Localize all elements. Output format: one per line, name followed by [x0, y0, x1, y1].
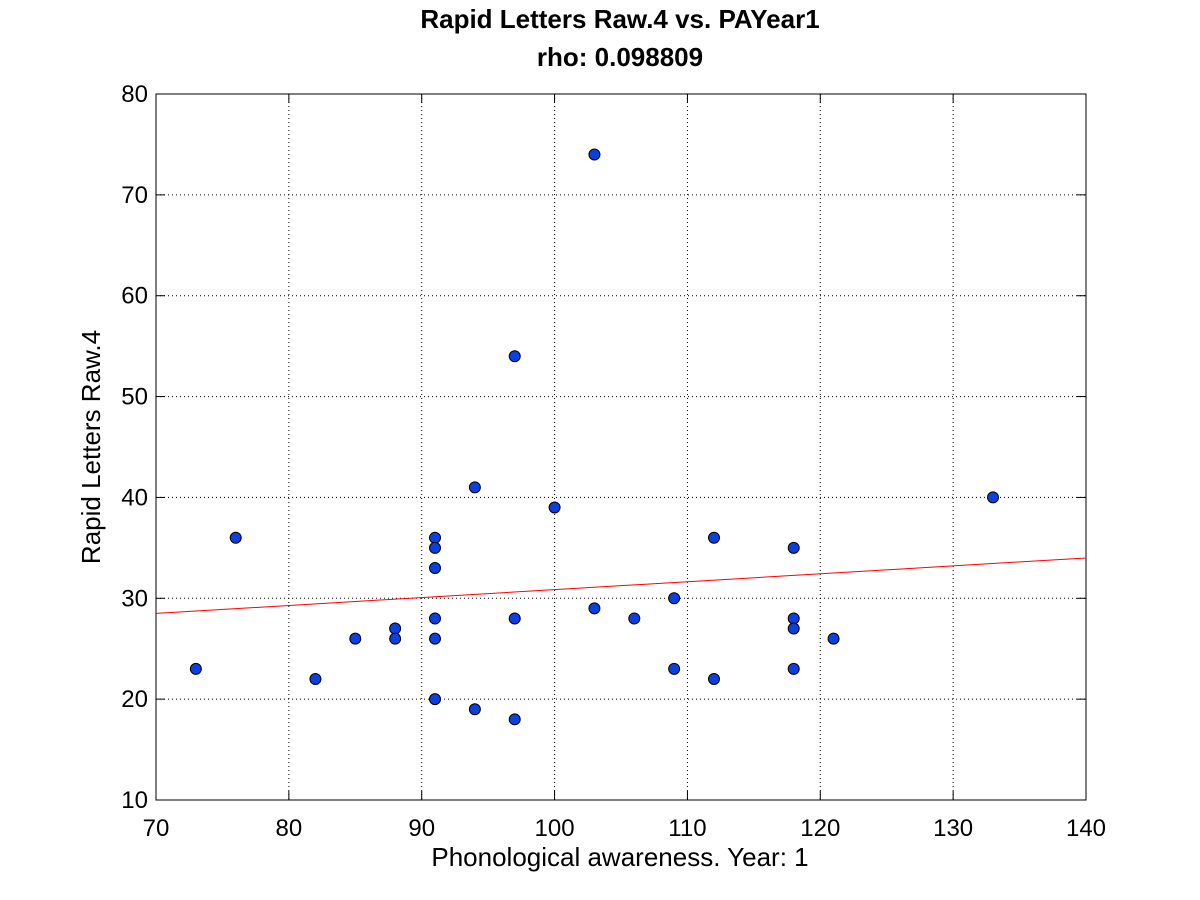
y-tick-label: 80 [121, 81, 148, 108]
y-tick-label: 70 [121, 182, 148, 209]
y-tick-label: 60 [121, 283, 148, 310]
data-point [588, 148, 601, 161]
data-point [389, 622, 402, 635]
fit-line-group [155, 557, 1087, 614]
data-point [508, 612, 521, 625]
y-tick-label: 30 [121, 585, 148, 612]
data-point [429, 632, 441, 645]
x-tick-label: 100 [535, 815, 575, 842]
x-tick-label: 70 [143, 815, 170, 842]
x-tick-label: 120 [800, 815, 840, 842]
data-point [468, 703, 481, 716]
data-point [787, 541, 800, 554]
data-point [787, 662, 800, 675]
data-point [389, 632, 402, 645]
data-point [429, 531, 441, 544]
y-axis-label: Rapid Letters Raw.4 [76, 330, 106, 564]
data-points [189, 148, 999, 726]
data-point [309, 672, 322, 685]
x-tick-label: 110 [668, 815, 706, 842]
x-tick-label: 80 [276, 815, 303, 842]
data-point [229, 531, 242, 544]
data-point [987, 491, 999, 504]
data-point [668, 592, 681, 605]
data-point [429, 562, 441, 575]
plot-area-frame [155, 93, 1087, 801]
y-tick-label: 20 [121, 686, 148, 713]
data-point [468, 481, 481, 494]
data-point [189, 662, 202, 675]
data-point [508, 350, 521, 363]
data-point [708, 531, 720, 544]
data-point [787, 622, 800, 635]
data-point [349, 632, 362, 645]
x-tick-label: 130 [933, 815, 973, 842]
y-tick-label: 40 [121, 484, 148, 511]
x-axis-label: Phonological awareness. Year: 1 [431, 842, 808, 872]
data-point [429, 612, 441, 625]
data-point [628, 612, 641, 625]
data-point [429, 693, 441, 706]
x-tick-label: 140 [1066, 815, 1106, 842]
chart-title: Rapid Letters Raw.4 vs. PAYear1 [420, 4, 819, 34]
fit-line [155, 557, 1087, 614]
data-point [827, 632, 840, 645]
y-tick-label: 10 [121, 787, 148, 814]
data-point [429, 541, 441, 554]
data-point [668, 662, 681, 675]
data-point [508, 713, 521, 726]
data-point [588, 602, 601, 615]
grid [156, 94, 1086, 800]
chart-subtitle: rho: 0.098809 [537, 42, 703, 72]
x-tick-label: 90 [408, 815, 435, 842]
data-point [708, 672, 720, 685]
axis-ticks: 70 80 90 100 110 120 130 140 10 20 30 40 50 60 70 80 [121, 81, 1106, 842]
y-tick-label: 50 [121, 384, 148, 411]
data-point [787, 612, 800, 625]
data-point [548, 501, 561, 514]
